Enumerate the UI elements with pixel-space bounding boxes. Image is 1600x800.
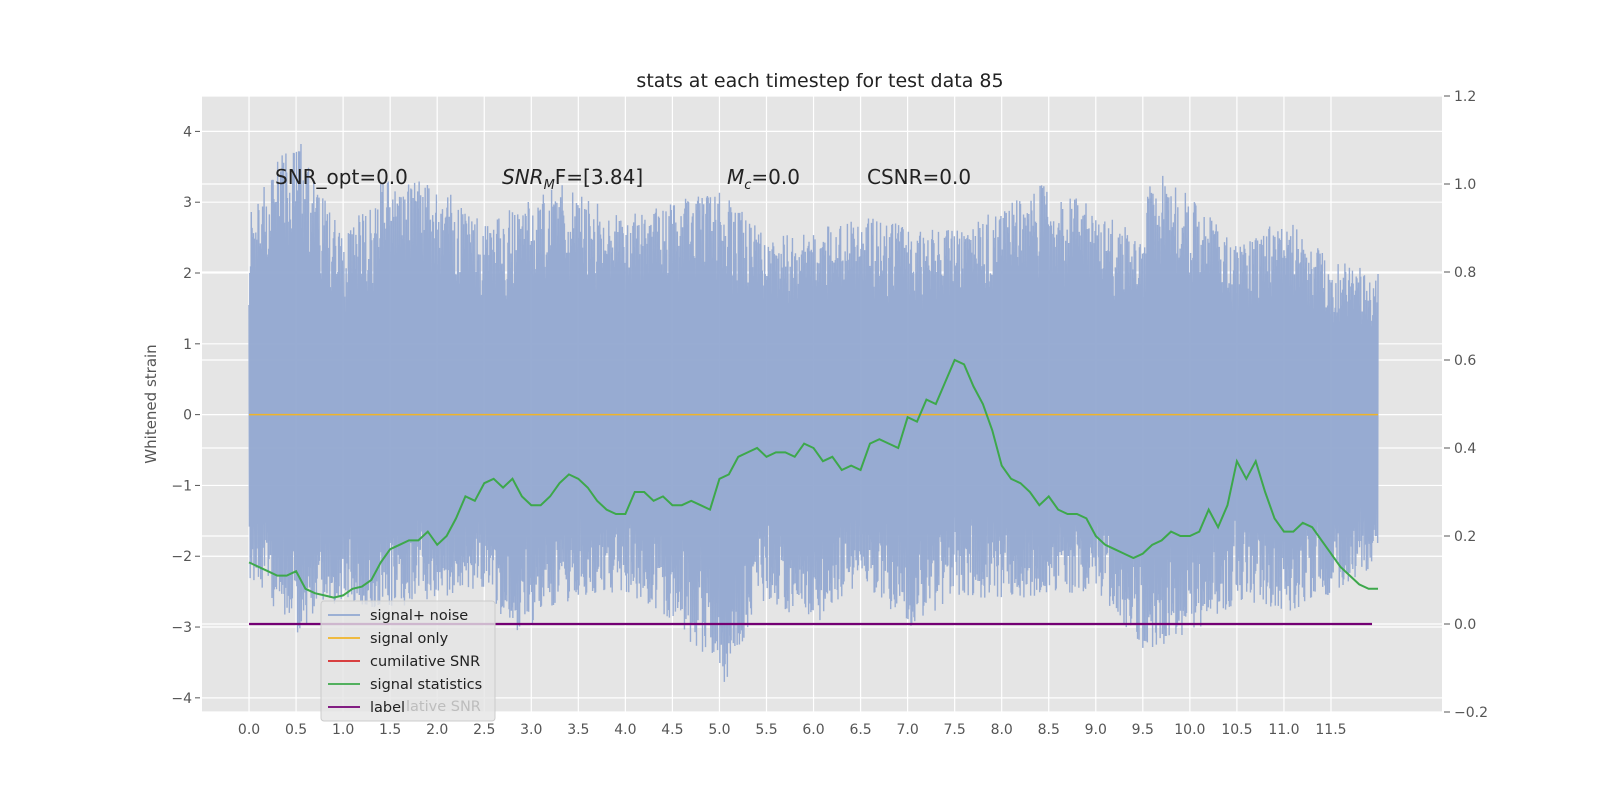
- x-tick-label: 5.0: [708, 722, 730, 738]
- x-tick-label: 8.0: [991, 722, 1013, 738]
- y-tick-label: 2: [183, 266, 192, 282]
- x-tick-label: 10.5: [1221, 722, 1252, 738]
- annotation-snr-opt: SNR_opt=0.0: [275, 165, 408, 189]
- x-tick-label: 3.0: [520, 722, 542, 738]
- annotation-snr-mf-symbol: SNR: [502, 165, 544, 189]
- y2-tick-label: 0.8: [1454, 265, 1476, 281]
- y2-tick-label: −0.2: [1454, 705, 1488, 721]
- legend-label-signal-only: signal only: [370, 631, 449, 647]
- y-axis-label: Whitened strain: [142, 344, 160, 463]
- legend-box: [320, 600, 496, 722]
- y-tick-label: 1: [183, 337, 192, 353]
- y-axis-ticks: 4 3 2 1 0 −1 −2 −3 −4: [171, 124, 200, 707]
- x-tick-label: 1.0: [332, 722, 354, 738]
- annotation-snr-mf-value: F=[3.84]: [555, 165, 643, 189]
- x-tick-label: 0.5: [285, 722, 307, 738]
- y-tick-label: 3: [183, 195, 192, 211]
- stats-annotations: SNR_opt=0.0 SNRMF=[3.84] Mc=0.0 CSNR=0.0: [275, 165, 971, 193]
- x-axis-ticks: 0.0 0.5 1.0 1.5 2.0 2.5 3.0 3.5 4.0 4.5 5.0 5.5 6.0 6…: [238, 722, 1347, 738]
- x-tick-label: 7.0: [896, 722, 918, 738]
- x-tick-label: 6.5: [849, 722, 871, 738]
- x-tick-label: 11.5: [1315, 722, 1346, 738]
- annotation-chirp-mass-symbol: M: [727, 165, 744, 189]
- x-tick-label: 9.0: [1085, 722, 1107, 738]
- legend-label-signal-noise: signal+ noise: [370, 608, 468, 624]
- y-tick-label: 4: [183, 124, 192, 140]
- x-tick-label: 2.0: [426, 722, 448, 738]
- x-tick-label: 3.5: [567, 722, 589, 738]
- y-tick-label: −4: [171, 691, 192, 707]
- annotation-chirp-mass-value: =0.0: [751, 165, 800, 189]
- y2-tick-label: 1.2: [1454, 89, 1476, 105]
- y-tick-label: −2: [171, 549, 192, 565]
- y-tick-label: −1: [171, 478, 192, 494]
- annotation-snr-mf: SNRMF=[3.84]: [502, 165, 643, 193]
- x-tick-label: 5.5: [755, 722, 777, 738]
- x-tick-label: 4.5: [661, 722, 683, 738]
- signal-plus-noise-series: [248, 144, 1379, 682]
- x-tick-label: 9.5: [1132, 722, 1154, 738]
- signal-statistics-line: [248, 358, 1379, 599]
- x-tick-label: 10.0: [1174, 722, 1205, 738]
- legend-label-signal-statistics: signal statistics: [370, 677, 482, 693]
- legend-label-label: label: [370, 700, 405, 716]
- annotation-chirp-mass-subscript: c: [744, 178, 751, 193]
- y2-tick-label: 0.0: [1454, 617, 1476, 633]
- y2-tick-label: 1.0: [1454, 177, 1476, 193]
- y2-tick-label: 0.6: [1454, 353, 1476, 369]
- legend-label-cumulative-snr: cumilative SNR: [370, 654, 480, 670]
- chart-title: stats at each timestep for test data 85: [636, 70, 1003, 92]
- x-tick-label: 8.5: [1038, 722, 1060, 738]
- x-tick-label: 7.5: [944, 722, 966, 738]
- annotation-snr-mf-subscript: M: [544, 178, 555, 193]
- annotation-csnr: CSNR=0.0: [867, 165, 971, 189]
- y2-tick-label: 0.2: [1454, 529, 1476, 545]
- x-tick-label: 11.0: [1268, 722, 1299, 738]
- signal-plus-noise-line: [248, 144, 1379, 682]
- x-tick-label: 0.0: [238, 722, 260, 738]
- x-tick-label: 2.5: [473, 722, 495, 738]
- x-tick-label: 6.0: [802, 722, 824, 738]
- x-tick-label: 1.5: [379, 722, 401, 738]
- y-tick-label: −3: [171, 620, 192, 636]
- y2-axis-ticks: 1.2 1.0 0.8 0.6 0.4 0.2 0.0 −0.2: [1444, 89, 1488, 721]
- legend-occluded-text: lative SNR: [406, 699, 481, 715]
- legend: lative SNR signal+ noise signal only cum…: [320, 600, 496, 722]
- y-tick-label: 0: [183, 408, 192, 424]
- annotation-chirp-mass: Mc=0.0: [727, 165, 800, 193]
- y2-tick-label: 0.4: [1454, 441, 1476, 457]
- x-tick-label: 4.0: [614, 722, 636, 738]
